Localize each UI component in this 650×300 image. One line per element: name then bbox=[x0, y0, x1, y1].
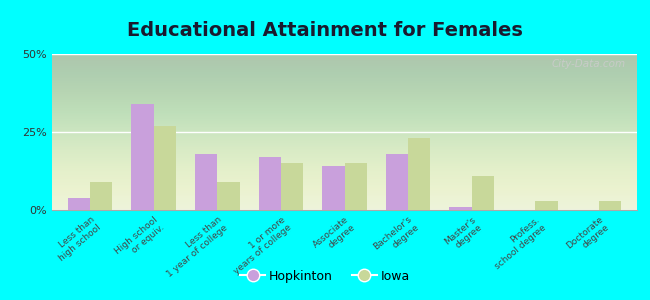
Bar bbox=[344, 163, 367, 210]
Bar bbox=[386, 154, 408, 210]
Text: Educational Attainment for Females: Educational Attainment for Females bbox=[127, 21, 523, 40]
Bar bbox=[154, 126, 176, 210]
Bar bbox=[217, 182, 240, 210]
Bar bbox=[131, 104, 154, 210]
Legend: Hopkinton, Iowa: Hopkinton, Iowa bbox=[235, 265, 415, 288]
Bar bbox=[281, 163, 303, 210]
Bar bbox=[535, 201, 558, 210]
Text: City-Data.com: City-Data.com bbox=[551, 59, 625, 69]
Bar bbox=[259, 157, 281, 210]
Bar bbox=[68, 197, 90, 210]
Bar bbox=[449, 207, 472, 210]
Bar bbox=[408, 138, 430, 210]
Bar bbox=[90, 182, 112, 210]
Bar bbox=[599, 201, 621, 210]
Bar bbox=[195, 154, 217, 210]
Bar bbox=[322, 166, 344, 210]
Bar bbox=[472, 176, 494, 210]
